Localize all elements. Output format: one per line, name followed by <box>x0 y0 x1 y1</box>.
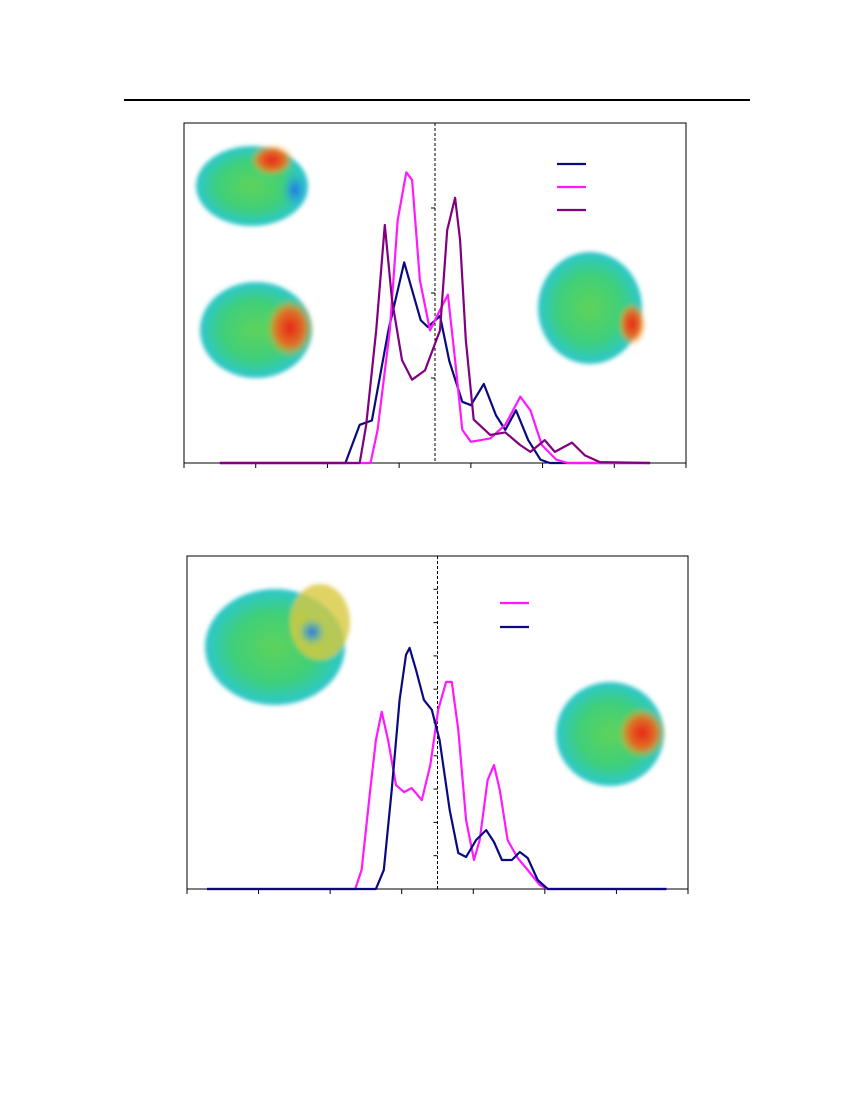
molecule <box>196 144 309 226</box>
series-line <box>207 646 667 891</box>
series-line <box>207 680 667 891</box>
molecule <box>205 584 350 705</box>
series-line <box>219 261 651 465</box>
molecule-images <box>196 144 666 786</box>
molecule <box>200 282 314 378</box>
series-line <box>219 171 651 465</box>
molecule <box>538 252 646 364</box>
series-line <box>219 196 651 465</box>
molecule <box>556 682 666 786</box>
